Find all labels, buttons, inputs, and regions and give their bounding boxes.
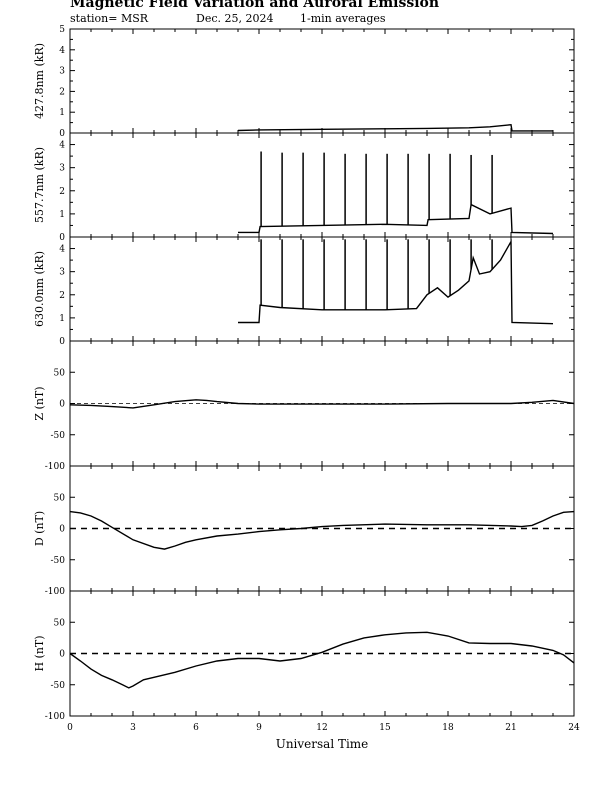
ytick-label-6300nm-1: 1 xyxy=(59,314,65,324)
xtick-label-7: 21 xyxy=(505,723,516,733)
ytick-label-h-2: 0 xyxy=(59,650,65,660)
xtick-label-2: 6 xyxy=(193,723,199,733)
averaging-label: 1-min averages xyxy=(300,12,386,25)
xtick-label-8: 24 xyxy=(568,723,580,733)
ytick-label-d-2: 0 xyxy=(59,525,65,535)
ytick-label-5577nm-0: 0 xyxy=(59,233,65,243)
ylabel-d: D (nT) xyxy=(33,511,46,546)
chart-title: Magnetic Field Variation and Auroral Emi… xyxy=(70,0,440,11)
panel-frame-d xyxy=(69,465,575,592)
panel-frame-h xyxy=(69,590,575,717)
panel-frame-5577nm xyxy=(69,132,575,238)
xtick-label-0: 0 xyxy=(67,723,73,733)
xtick-label-6: 18 xyxy=(442,723,454,733)
date-label: Dec. 25, 2024 xyxy=(196,12,274,25)
ytick-label-6300nm-2: 2 xyxy=(59,291,65,301)
ytick-label-d-3: 50 xyxy=(54,493,66,503)
ytick-label-4278nm-5: 5 xyxy=(59,25,65,35)
ytick-label-z-1: -50 xyxy=(51,431,66,441)
ylabel-5577nm: 557.7nm (kR) xyxy=(33,147,46,223)
ytick-label-h-3: 50 xyxy=(54,618,66,628)
series-line-h-0 xyxy=(69,631,575,689)
series-line-d-0 xyxy=(69,510,575,550)
ylabel-z: Z (nT) xyxy=(33,386,46,420)
series-line-6300nm-0 xyxy=(238,239,554,325)
xtick-label-3: 9 xyxy=(256,723,262,733)
panel-frame-4278nm xyxy=(69,28,575,134)
series-line-4278nm-0 xyxy=(237,123,553,132)
ytick-label-4278nm-2: 2 xyxy=(59,87,65,97)
ytick-label-d-0: -100 xyxy=(45,587,65,597)
xtick-label-4: 12 xyxy=(316,723,327,733)
ytick-label-4278nm-0: 0 xyxy=(59,129,65,139)
ylabel-h: H (nT) xyxy=(33,635,46,671)
ylabel-4278nm: 427.8nm (kR) xyxy=(33,43,46,119)
ytick-label-6300nm-0: 0 xyxy=(59,337,65,347)
xlabel: Universal Time xyxy=(276,737,369,751)
ytick-label-6300nm-3: 3 xyxy=(59,268,65,278)
xtick-label-1: 3 xyxy=(130,723,136,733)
xtick-label-5: 15 xyxy=(379,723,391,733)
ytick-label-d-1: -50 xyxy=(51,556,66,566)
ytick-label-5577nm-1: 1 xyxy=(59,210,65,220)
series-line-5577nm-0 xyxy=(238,203,554,235)
ytick-label-z-0: -100 xyxy=(45,462,65,472)
ytick-label-4278nm-3: 3 xyxy=(59,67,65,77)
ytick-label-z-2: 0 xyxy=(59,400,65,410)
ytick-label-5577nm-3: 3 xyxy=(59,164,65,174)
ytick-label-4278nm-4: 4 xyxy=(59,46,65,56)
ylabel-6300nm: 630.0nm (kR) xyxy=(33,251,46,327)
ytick-label-4278nm-1: 1 xyxy=(59,108,65,118)
ytick-label-h-1: -50 xyxy=(51,681,66,691)
ytick-label-z-3: 50 xyxy=(54,368,66,378)
panel-frame-6300nm xyxy=(69,236,575,342)
series-line-z-0 xyxy=(69,399,575,409)
ytick-label-h-0: -100 xyxy=(45,712,65,722)
ytick-label-5577nm-2: 2 xyxy=(59,187,65,197)
station-label: station= MSR xyxy=(70,12,149,25)
ytick-label-6300nm-4: 4 xyxy=(59,245,65,255)
ytick-label-5577nm-4: 4 xyxy=(59,141,65,151)
